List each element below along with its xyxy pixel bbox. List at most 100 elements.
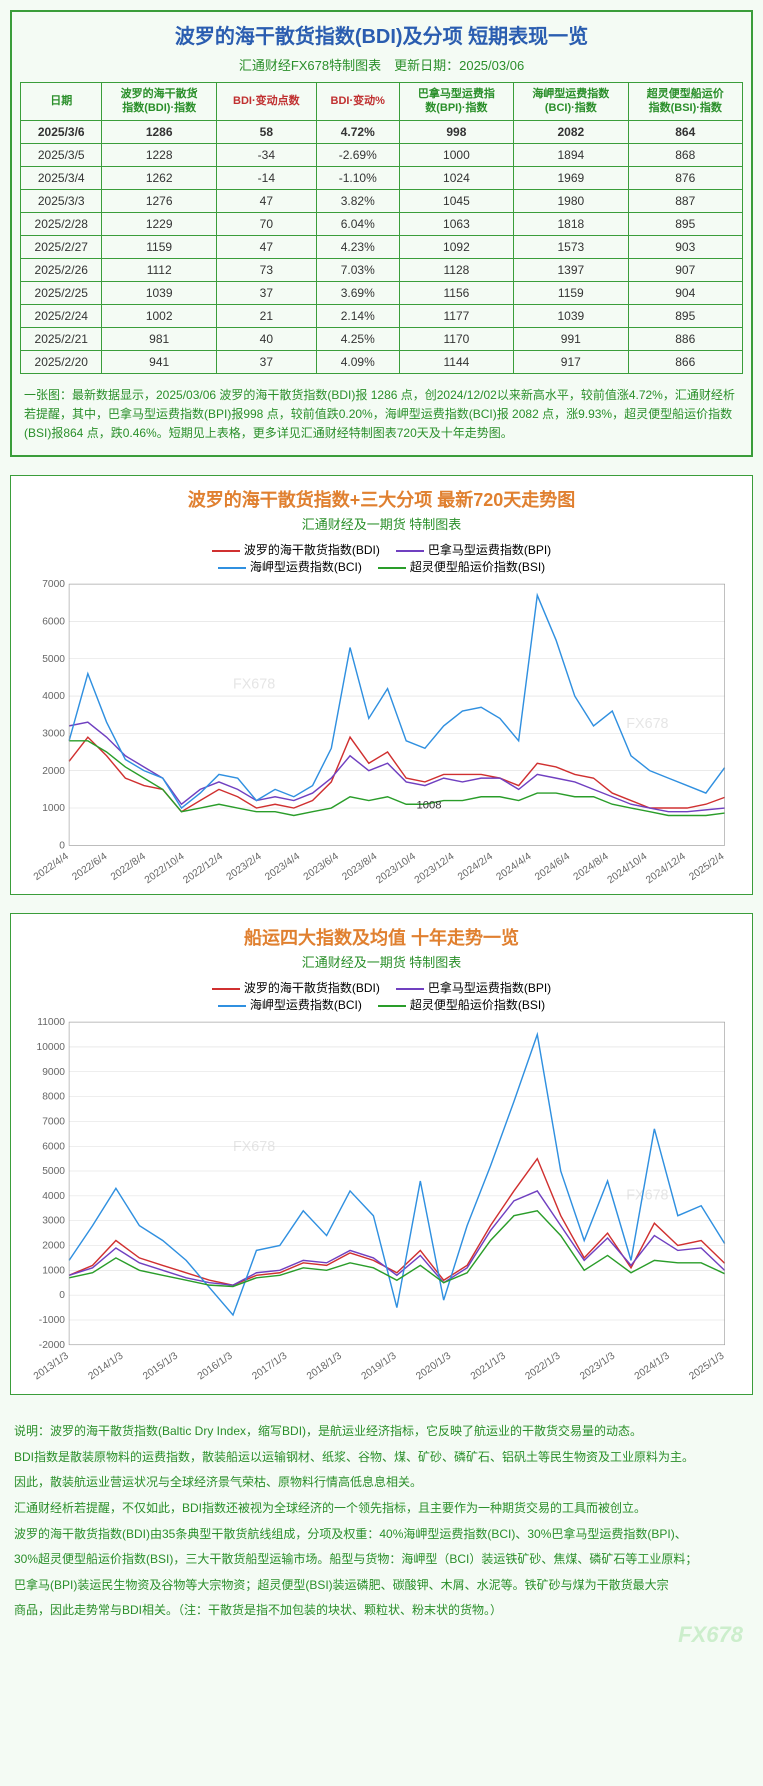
table-cell: 2025/2/27	[21, 235, 102, 258]
table-cell: 1170	[399, 327, 513, 350]
svg-text:6000: 6000	[42, 1142, 65, 1153]
footer-p6: 30%超灵便型船运价指数(BSI)，三大干散货船型运输市场。船型与货物：海岬型（…	[14, 1549, 749, 1571]
table-cell: 2025/2/24	[21, 304, 102, 327]
svg-text:6000: 6000	[42, 617, 65, 628]
table-row: 2025/2/281229706.04%10631818895	[21, 212, 743, 235]
svg-text:2022/10/4: 2022/10/4	[143, 851, 187, 886]
table-row: 2025/2/271159474.23%10921573903	[21, 235, 743, 258]
svg-text:4000: 4000	[42, 1191, 65, 1202]
table-cell: 1229	[102, 212, 216, 235]
table-cell: -34	[216, 143, 316, 166]
table-cell: 7.03%	[316, 258, 399, 281]
table-cell: 907	[628, 258, 742, 281]
table-cell: 1894	[514, 143, 628, 166]
svg-text:2024/10/4: 2024/10/4	[606, 851, 650, 886]
svg-text:2021/1/3: 2021/1/3	[469, 1351, 508, 1383]
svg-text:FX678: FX678	[233, 1140, 275, 1156]
bdi-table-section: 波罗的海干散货指数(BDI)及分项 短期表现一览 汇通财经FX678特制图表 更…	[10, 10, 753, 457]
table-cell: 895	[628, 212, 742, 235]
table-subtitle: 汇通财经FX678特制图表 更新日期：2025/03/06	[20, 55, 743, 74]
table-header-cell: 波罗的海干散货指数(BDI)·指数	[102, 83, 216, 121]
table-header-cell: BDI·变动点数	[216, 83, 316, 121]
bdi-data-table: 日期波罗的海干散货指数(BDI)·指数BDI·变动点数BDI·变动%巴拿马型运费…	[20, 82, 743, 374]
svg-text:5000: 5000	[42, 1167, 65, 1178]
table-row: 2025/2/251039373.69%11561159904	[21, 281, 743, 304]
table-cell: 1159	[102, 235, 216, 258]
table-header-cell: BDI·变动%	[316, 83, 399, 121]
table-title: 波罗的海干散货指数(BDI)及分项 短期表现一览	[20, 20, 743, 49]
table-cell: 1039	[102, 281, 216, 304]
table-cell: 4.72%	[316, 120, 399, 143]
table-cell: 1112	[102, 258, 216, 281]
legend-item: 超灵便型船运价指数(BSI)	[378, 996, 545, 1013]
svg-text:2014/1/3: 2014/1/3	[87, 1351, 126, 1383]
table-cell: 1156	[399, 281, 513, 304]
table-header-cell: 超灵便型船运价指数(BSI)·指数	[628, 83, 742, 121]
table-cell: 1276	[102, 189, 216, 212]
svg-text:1008: 1008	[417, 800, 442, 812]
table-header-cell: 海岬型运费指数(BCI)·指数	[514, 83, 628, 121]
table-cell: 4.25%	[316, 327, 399, 350]
footer-p8: 商品，因此走势常与BDI相关。（注：干散货是指不加包装的块状、颗粒状、粉末状的货…	[14, 1600, 749, 1622]
svg-text:3000: 3000	[42, 729, 65, 740]
table-cell: 47	[216, 235, 316, 258]
svg-text:2024/2/4: 2024/2/4	[456, 851, 495, 883]
table-cell: 1000	[399, 143, 513, 166]
chart2-title: 船运四大指数及均值 十年走势一览	[23, 924, 740, 950]
svg-text:9000: 9000	[42, 1067, 65, 1078]
table-row: 2025/2/21981404.25%1170991886	[21, 327, 743, 350]
table-cell: 2025/3/6	[21, 120, 102, 143]
svg-text:2000: 2000	[42, 766, 65, 777]
table-cell: 2.14%	[316, 304, 399, 327]
table-cell: 2025/2/28	[21, 212, 102, 235]
table-cell: 991	[514, 327, 628, 350]
table-cell: 37	[216, 281, 316, 304]
svg-text:-1000: -1000	[39, 1315, 65, 1326]
svg-text:2013/1/3: 2013/1/3	[32, 1351, 71, 1383]
table-cell: 4.23%	[316, 235, 399, 258]
table-cell: 895	[628, 304, 742, 327]
table-cell: 70	[216, 212, 316, 235]
table-cell: 1818	[514, 212, 628, 235]
table-cell: 1159	[514, 281, 628, 304]
svg-text:2018/1/3: 2018/1/3	[305, 1351, 344, 1383]
table-cell: 58	[216, 120, 316, 143]
table-cell: 1177	[399, 304, 513, 327]
table-cell: 887	[628, 189, 742, 212]
table-cell: 903	[628, 235, 742, 258]
svg-text:2000: 2000	[42, 1241, 65, 1252]
footer-p1: 说明：波罗的海干散货指数(Baltic Dry Index，缩写BDI)，是航运…	[14, 1421, 749, 1443]
footer-p4: 汇通财经析若提醒，不仅如此，BDI指数还被视为全球经济的一个领先指标，且主要作为…	[14, 1498, 749, 1520]
svg-text:2023/12/4: 2023/12/4	[413, 851, 457, 886]
svg-text:2022/4/4: 2022/4/4	[32, 851, 71, 883]
table-cell: 1573	[514, 235, 628, 258]
svg-text:0: 0	[59, 841, 65, 852]
chart-720d: 波罗的海干散货指数+三大分项 最新720天走势图 汇通财经及一期货 特制图表 波…	[10, 475, 753, 895]
svg-text:10000: 10000	[37, 1042, 66, 1053]
chart1-subtitle: 汇通财经及一期货 特制图表	[23, 514, 740, 533]
footer-explanation: 说明：波罗的海干散货指数(Baltic Dry Index，缩写BDI)，是航运…	[10, 1413, 753, 1630]
table-header-cell: 日期	[21, 83, 102, 121]
table-cell: 2025/2/25	[21, 281, 102, 304]
svg-text:FX678: FX678	[626, 716, 668, 732]
footer-p2: BDI指数是散装原物料的运费指数，散装船运以运输钢材、纸浆、谷物、煤、矿砂、磷矿…	[14, 1447, 749, 1469]
svg-text:7000: 7000	[42, 1117, 65, 1128]
svg-text:2024/1/3: 2024/1/3	[633, 1351, 672, 1383]
svg-text:2022/6/4: 2022/6/4	[70, 851, 109, 883]
footer-p5: 波罗的海干散货指数(BDI)由35条典型干散货航线组成，分项及权重：40%海岬型…	[14, 1524, 749, 1546]
table-cell: 1228	[102, 143, 216, 166]
table-row: 2025/3/31276473.82%10451980887	[21, 189, 743, 212]
table-cell: -2.69%	[316, 143, 399, 166]
legend-item: 波罗的海干散货指数(BDI)	[212, 979, 380, 996]
chart-10y: 船运四大指数及均值 十年走势一览 汇通财经及一期货 特制图表 波罗的海干散货指数…	[10, 913, 753, 1395]
svg-text:2020/1/3: 2020/1/3	[414, 1351, 453, 1383]
table-cell: -1.10%	[316, 166, 399, 189]
legend-item: 巴拿马型运费指数(BPI)	[396, 541, 551, 558]
table-cell: 1024	[399, 166, 513, 189]
table-cell: 21	[216, 304, 316, 327]
table-cell: 1969	[514, 166, 628, 189]
legend-item: 超灵便型船运价指数(BSI)	[378, 558, 545, 575]
table-cell: 4.09%	[316, 350, 399, 373]
svg-text:2022/12/4: 2022/12/4	[181, 851, 225, 886]
svg-text:2023/4/4: 2023/4/4	[263, 851, 302, 883]
